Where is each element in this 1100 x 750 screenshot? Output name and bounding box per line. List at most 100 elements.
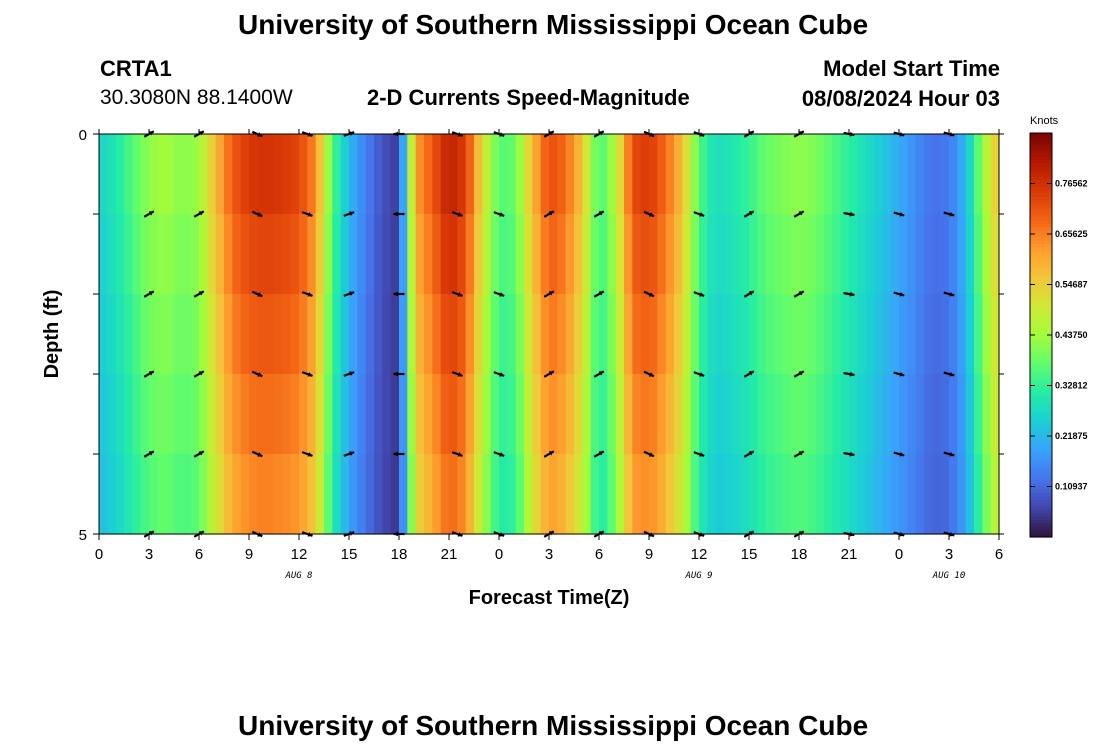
arrow-head xyxy=(349,291,355,296)
heatmap-cell xyxy=(299,454,308,535)
arrow-head xyxy=(148,531,154,536)
heatmap-cell xyxy=(182,454,192,535)
heatmap-cell xyxy=(865,454,875,535)
arrow-head xyxy=(748,131,754,136)
colorbar-segment xyxy=(1030,308,1052,313)
colorbar-segment xyxy=(1030,436,1052,440)
heatmap-cell xyxy=(340,214,350,295)
current-arrow xyxy=(451,211,463,217)
heatmap-cell xyxy=(215,214,225,295)
heatmap-cell xyxy=(840,294,850,375)
heatmap-cell xyxy=(282,374,292,455)
current-arrow xyxy=(643,450,655,458)
current-arrow xyxy=(643,290,655,298)
arrow-head xyxy=(798,211,804,216)
heatmap-cell xyxy=(557,134,567,215)
current-arrow xyxy=(143,290,155,298)
current-arrow xyxy=(193,290,205,298)
heatmap-cell xyxy=(415,294,425,375)
current-arrow xyxy=(593,450,605,458)
current-arrow xyxy=(893,371,905,377)
heatmap-cell xyxy=(990,294,1000,375)
colorbar-segment xyxy=(1030,217,1052,222)
heatmap-cell xyxy=(940,374,950,455)
arrow-head xyxy=(748,211,754,216)
heatmap-cell xyxy=(590,294,600,375)
heatmap-cell xyxy=(732,294,742,375)
colorbar-segment xyxy=(1030,156,1052,161)
colorbar-segment xyxy=(1030,452,1052,457)
arrow-head xyxy=(307,292,313,297)
colorbar-segment xyxy=(1030,324,1052,329)
current-arrow xyxy=(943,291,955,297)
heatmap-cell xyxy=(240,294,250,375)
heatmap-cell xyxy=(424,214,433,295)
heatmap-cell xyxy=(532,374,542,455)
colorbar-segment xyxy=(1030,304,1052,309)
heatmap-cell xyxy=(449,374,458,455)
heatmap-cell xyxy=(874,134,883,215)
colorbar-segment xyxy=(1030,335,1052,339)
heatmap-cell xyxy=(290,294,300,375)
heatmap-cell xyxy=(190,294,200,375)
heatmap-cell xyxy=(549,134,558,215)
heatmap-cell xyxy=(349,454,358,535)
colorbar-segment xyxy=(1030,331,1052,336)
colorbar-segment xyxy=(1030,281,1052,286)
colorbar-segment xyxy=(1030,526,1052,531)
arrow-head xyxy=(899,292,905,297)
heatmap-cell xyxy=(632,374,642,455)
heatmap-cell xyxy=(782,134,792,215)
heatmap-cell xyxy=(699,214,708,295)
arrow-head xyxy=(598,211,604,216)
colorbar-segment xyxy=(1030,143,1052,148)
heatmap-cell xyxy=(590,134,600,215)
arrow-head xyxy=(649,372,654,377)
colorbar-segment xyxy=(1030,486,1052,491)
current-arrow xyxy=(343,291,355,297)
heatmap-cell xyxy=(115,294,125,375)
colorbar-segment xyxy=(1030,297,1052,302)
heatmap-cell xyxy=(440,454,450,535)
current-arrow xyxy=(301,371,313,377)
heatmap-cell xyxy=(965,294,975,375)
colorbar-segment xyxy=(1030,277,1052,282)
heatmap-cell xyxy=(374,454,383,535)
heatmap-cell xyxy=(474,454,483,535)
heatmap-cell xyxy=(890,134,900,215)
heatmap-cell xyxy=(349,214,358,295)
current-arrow xyxy=(743,210,755,218)
heatmap-cell xyxy=(407,454,417,535)
heatmap-cell xyxy=(949,454,958,535)
colorbar-segment xyxy=(1030,469,1052,474)
heatmap-cell xyxy=(249,294,258,375)
current-arrow xyxy=(143,370,155,378)
heatmap-cell xyxy=(907,134,917,215)
colorbar-segment xyxy=(1030,301,1052,306)
current-arrow xyxy=(301,211,313,217)
current-arrow xyxy=(793,290,805,298)
colorbar-segment xyxy=(1030,402,1052,407)
arrow-head xyxy=(457,452,463,457)
colorbar-tick-label: 0.65625 xyxy=(1055,229,1088,239)
current-arrow xyxy=(493,211,505,217)
heatmap-cell xyxy=(932,294,942,375)
colorbar-segment xyxy=(1030,506,1052,511)
heatmap-cell xyxy=(165,374,175,455)
current-arrow xyxy=(193,450,205,458)
arrow-head xyxy=(849,371,855,377)
heatmap-cell xyxy=(557,294,567,375)
heatmap-cell xyxy=(907,294,917,375)
heatmap-cell xyxy=(857,374,867,455)
colorbar-segment xyxy=(1030,183,1052,188)
heatmap-cell xyxy=(249,454,258,535)
heatmap-cell xyxy=(457,454,467,535)
heatmap-cell xyxy=(107,454,117,535)
arrow-head xyxy=(798,131,804,136)
heatmap-cell xyxy=(965,454,975,535)
heatmap-cell xyxy=(874,374,883,455)
x-tick-label: 9 xyxy=(645,546,653,563)
heatmap-cell xyxy=(424,294,433,375)
heatmap-cell xyxy=(540,454,550,535)
heatmap-cell xyxy=(782,374,792,455)
